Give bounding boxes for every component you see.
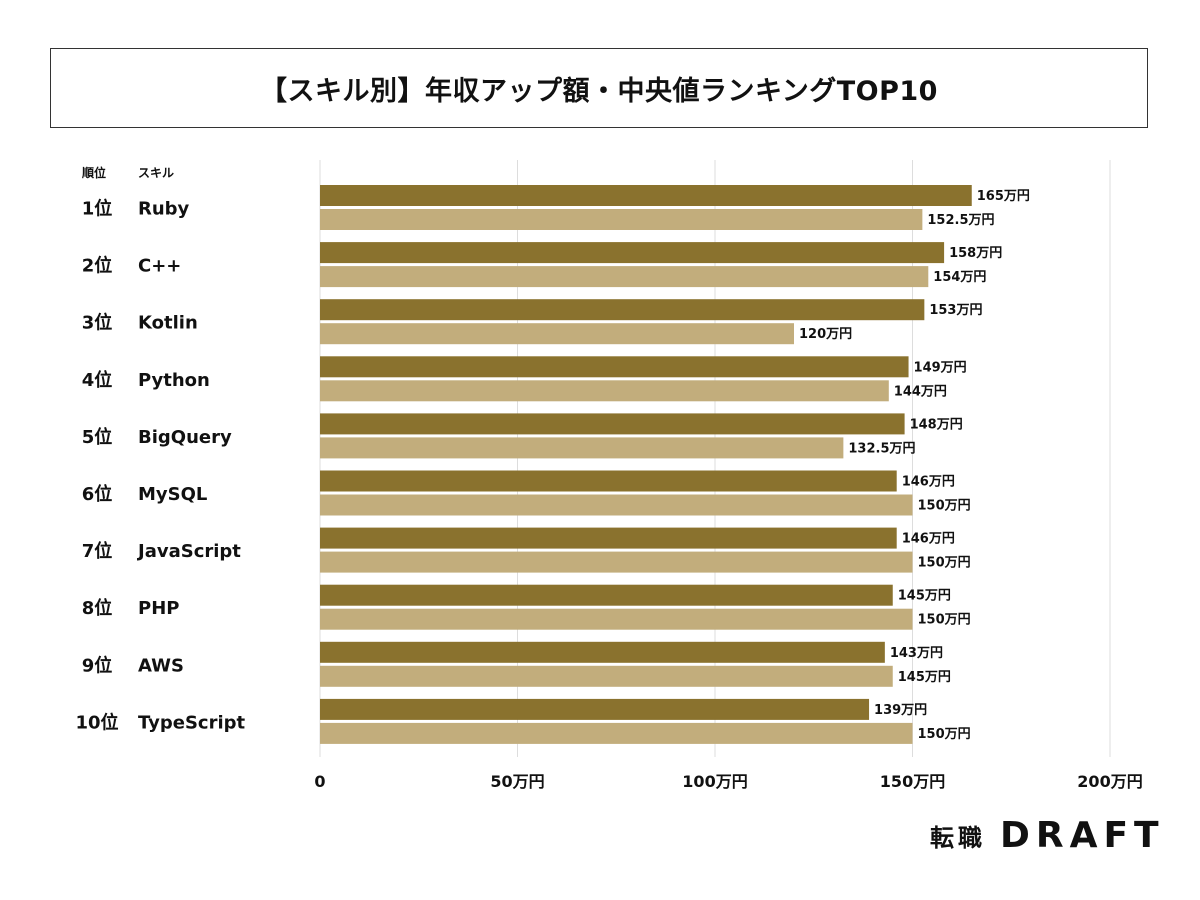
logo-jp-text: 転職 bbox=[930, 824, 986, 852]
data-label: 150万円 bbox=[918, 499, 971, 514]
x-tick-label: 200万円 bbox=[1077, 772, 1142, 791]
x-tick-label: 150万円 bbox=[880, 772, 945, 791]
data-label: 132.5万円 bbox=[848, 441, 915, 456]
bar-dark bbox=[320, 641, 885, 663]
data-label: 153万円 bbox=[929, 303, 982, 318]
bar-light bbox=[320, 494, 913, 516]
rank-label: 5位 bbox=[82, 426, 113, 448]
skill-label: JavaScript bbox=[136, 541, 241, 562]
bar-dark bbox=[320, 698, 870, 720]
data-label: 158万円 bbox=[949, 246, 1002, 261]
chart-title: 【スキル別】年収アップ額・中央値ランキングTOP10 bbox=[260, 75, 938, 107]
data-label: 150万円 bbox=[918, 613, 971, 628]
data-label: 145万円 bbox=[898, 670, 951, 685]
bar-dark bbox=[320, 299, 925, 321]
bar-dark bbox=[320, 584, 893, 606]
skill-label: MySQL bbox=[138, 484, 207, 505]
x-tick-label: 100万円 bbox=[682, 772, 747, 791]
rank-label: 10位 bbox=[75, 711, 118, 733]
data-label: 144万円 bbox=[894, 384, 947, 399]
data-label: 146万円 bbox=[902, 532, 955, 547]
skill-header: スキル bbox=[138, 166, 175, 180]
brand-logo: 転職 DRAFT bbox=[930, 815, 1165, 856]
data-label: 154万円 bbox=[933, 270, 986, 285]
rank-label: 8位 bbox=[82, 597, 113, 619]
bar-dark bbox=[320, 527, 897, 549]
skill-label: C++ bbox=[138, 256, 181, 277]
rank-label: 6位 bbox=[82, 483, 113, 505]
bar-dark bbox=[320, 470, 897, 492]
bar-dark bbox=[320, 185, 972, 206]
bar-light bbox=[320, 323, 794, 345]
bar-light bbox=[320, 665, 893, 687]
data-label: 146万円 bbox=[902, 475, 955, 490]
bar-light bbox=[320, 266, 929, 288]
data-label: 148万円 bbox=[910, 417, 963, 432]
x-tick-label: 50万円 bbox=[490, 772, 544, 791]
skill-label: Python bbox=[138, 370, 210, 391]
rank-label: 3位 bbox=[82, 312, 113, 334]
skill-label: Kotlin bbox=[138, 313, 198, 334]
bar-dark bbox=[320, 242, 945, 264]
data-label: 150万円 bbox=[918, 727, 971, 742]
rank-label: 1位 bbox=[82, 198, 113, 220]
bar-light bbox=[320, 437, 844, 459]
skill-label: Ruby bbox=[138, 199, 190, 220]
rank-label: 4位 bbox=[82, 369, 113, 391]
bar-light bbox=[320, 551, 913, 573]
data-label: 149万円 bbox=[914, 360, 967, 375]
data-label: 150万円 bbox=[918, 556, 971, 571]
data-label: 145万円 bbox=[898, 589, 951, 604]
data-label: 165万円 bbox=[977, 189, 1030, 204]
logo-en-text: DRAFT bbox=[1000, 815, 1165, 856]
bar-light bbox=[320, 209, 923, 230]
rank-header: 順位 bbox=[82, 166, 107, 180]
skill-label: PHP bbox=[138, 598, 179, 619]
bar-dark bbox=[320, 356, 909, 378]
bar-light bbox=[320, 722, 913, 744]
skill-label: BigQuery bbox=[138, 427, 232, 448]
data-label: 152.5万円 bbox=[927, 213, 994, 228]
bar-light bbox=[320, 380, 889, 402]
skill-label: TypeScript bbox=[138, 712, 246, 733]
data-label: 143万円 bbox=[890, 646, 943, 661]
x-tick-label: 0 bbox=[314, 772, 325, 791]
rank-label: 2位 bbox=[82, 255, 113, 277]
rank-label: 7位 bbox=[82, 540, 113, 562]
title-box: 【スキル別】年収アップ額・中央値ランキングTOP10 bbox=[50, 48, 1148, 128]
data-label: 120万円 bbox=[799, 327, 852, 342]
bar-dark bbox=[320, 413, 905, 435]
bar-light bbox=[320, 608, 913, 630]
rank-label: 9位 bbox=[82, 654, 113, 676]
skill-label: AWS bbox=[138, 655, 184, 676]
data-label: 139万円 bbox=[874, 703, 927, 718]
